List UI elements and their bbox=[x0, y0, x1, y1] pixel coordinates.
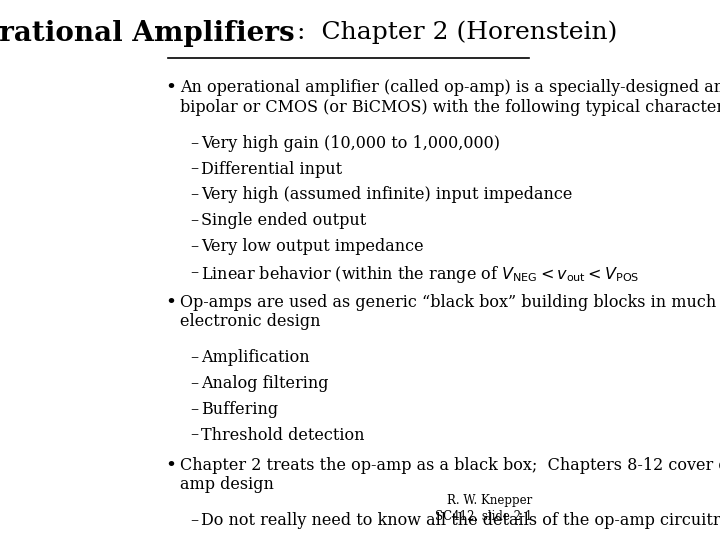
Text: –: – bbox=[190, 401, 198, 418]
Text: Operational Amplifiers: Operational Amplifiers bbox=[0, 20, 295, 47]
Text: –: – bbox=[190, 238, 198, 255]
Text: Amplification: Amplification bbox=[202, 349, 310, 366]
Text: Chapter 2 treats the op-amp as a black box;  Chapters 8-12 cover details of op-
: Chapter 2 treats the op-amp as a black b… bbox=[180, 457, 720, 493]
Text: Very high gain (10,000 to 1,000,000): Very high gain (10,000 to 1,000,000) bbox=[202, 135, 500, 152]
Text: Do not really need to know all the details of the op-amp circuitry in order to u: Do not really need to know all the detai… bbox=[202, 512, 720, 529]
Text: Op-amps are used as generic “black box” building blocks in much analog
electroni: Op-amps are used as generic “black box” … bbox=[180, 294, 720, 330]
Text: R. W. Knepper
SC412, slide 2-1: R. W. Knepper SC412, slide 2-1 bbox=[435, 495, 533, 523]
Text: –: – bbox=[190, 512, 198, 529]
Text: –: – bbox=[190, 135, 198, 152]
Text: •: • bbox=[166, 294, 176, 312]
Text: Differential input: Differential input bbox=[202, 160, 343, 178]
Text: –: – bbox=[190, 212, 198, 229]
Text: –: – bbox=[190, 264, 198, 281]
Text: An operational amplifier (called op-amp) is a specially-designed amplifier in
bi: An operational amplifier (called op-amp)… bbox=[180, 79, 720, 116]
Text: Linear behavior (within the range of $V_{\mathrm{NEG}} < v_{\mathrm{out}} < V_{\: Linear behavior (within the range of $V_… bbox=[202, 264, 640, 285]
Text: –: – bbox=[190, 375, 198, 392]
Text: –: – bbox=[190, 427, 198, 443]
Text: –: – bbox=[190, 349, 198, 366]
Text: •: • bbox=[166, 457, 176, 475]
Text: Buffering: Buffering bbox=[202, 401, 279, 418]
Text: Analog filtering: Analog filtering bbox=[202, 375, 329, 392]
Text: –: – bbox=[190, 160, 198, 178]
Text: •: • bbox=[166, 79, 176, 97]
Text: Very low output impedance: Very low output impedance bbox=[202, 238, 424, 255]
Text: :  Chapter 2 (Horenstein): : Chapter 2 (Horenstein) bbox=[297, 20, 618, 44]
Text: Threshold detection: Threshold detection bbox=[202, 427, 365, 443]
Text: Very high (assumed infinite) input impedance: Very high (assumed infinite) input imped… bbox=[202, 186, 572, 204]
Text: –: – bbox=[190, 186, 198, 204]
Text: Single ended output: Single ended output bbox=[202, 212, 366, 229]
